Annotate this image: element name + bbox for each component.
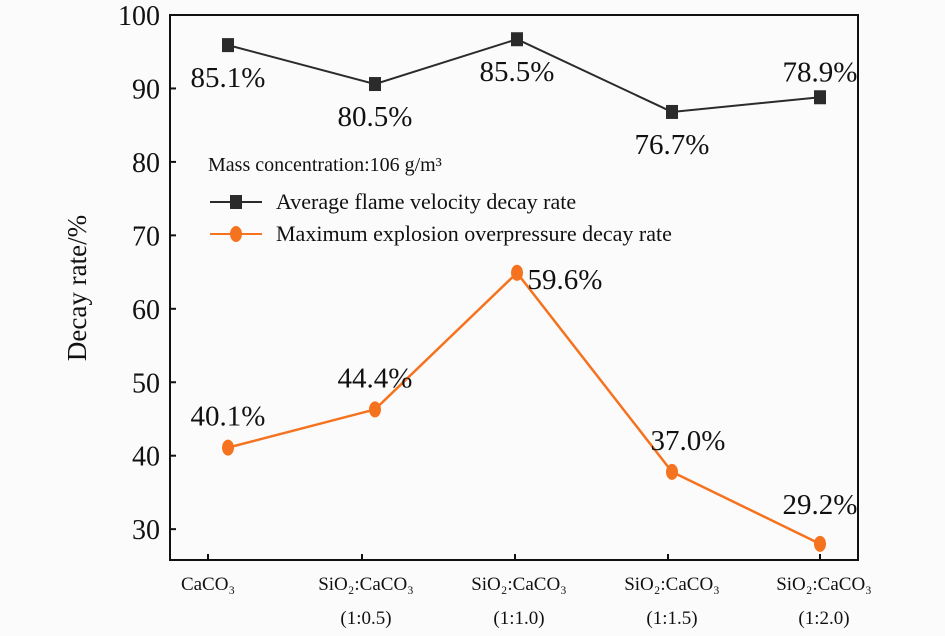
data-point-circle [511,264,523,281]
data-point-circle [369,401,381,418]
x-tick-label-line2: (1:1.5) [646,608,697,629]
data-point-circle [666,463,678,480]
data-point-square [511,32,523,47]
x-tick-label: SiO₂:CaCO₃ [318,574,414,595]
series-group: 85.1% 80.5% 85.5% 76.7% 78.9% 40.1% 44.4% 59.6%… [191,32,858,552]
data-label: 85.1% [191,62,266,94]
y-tick-label: 50 [132,368,160,399]
y-tick-label: 90 [132,74,160,105]
legend-title: Mass concentration:106 g/m³ [208,154,442,176]
y-tick-label: 100 [118,1,160,32]
legend-marker-circle [230,226,242,242]
x-tick-label: SiO₂:CaCO₃ [624,574,720,595]
y-axis: 30 40 50 60 70 80 90 100 [118,1,176,546]
series-line [227,270,821,545]
x-axis: CaCO₃ SiO₂:CaCO₃ (1:0.5) SiO₂:CaCO₃ (1:1.0) S… [181,554,872,629]
plot-frame [169,14,859,561]
y-tick-label: 70 [132,221,160,252]
data-label: 59.6% [528,264,603,296]
data-point-square [222,38,234,53]
data-point-square [814,90,826,105]
legend: Mass concentration:106 g/m³ Average flam… [208,154,672,246]
legend-entry: Average flame velocity decay rate [276,189,576,214]
x-tick-label-line2: (1:1.0) [493,608,544,629]
x-tick-label-line2: (1:2.0) [798,608,849,629]
y-tick-label: 30 [132,515,160,546]
x-tick-label: SiO₂:CaCO₃ [471,574,567,595]
data-label: 40.1% [191,401,266,433]
y-tick-label: 80 [132,148,160,179]
y-axis-label: Decay rate/% [62,215,92,361]
data-label: 85.5% [480,56,555,88]
legend-entry: Maximum explosion overpressure decay rat… [276,221,672,246]
data-point-circle [222,439,234,456]
data-label: 76.7% [635,129,710,161]
data-label: 78.9% [783,56,858,88]
legend-marker-square [230,195,242,209]
data-point-circle [814,535,826,552]
data-label: 44.4% [338,362,413,394]
data-label: 37.0% [651,425,726,457]
y-tick-label: 60 [132,295,160,326]
x-tick-label: CaCO₃ [181,574,235,595]
data-label: 80.5% [338,101,413,133]
y-tick-label: 40 [132,442,160,473]
x-tick-label: SiO₂:CaCO₃ [776,574,872,595]
x-tick-label-line2: (1:0.5) [340,608,391,629]
data-label: 29.2% [783,489,858,521]
data-point-square [369,77,381,92]
data-point-square [666,104,678,119]
